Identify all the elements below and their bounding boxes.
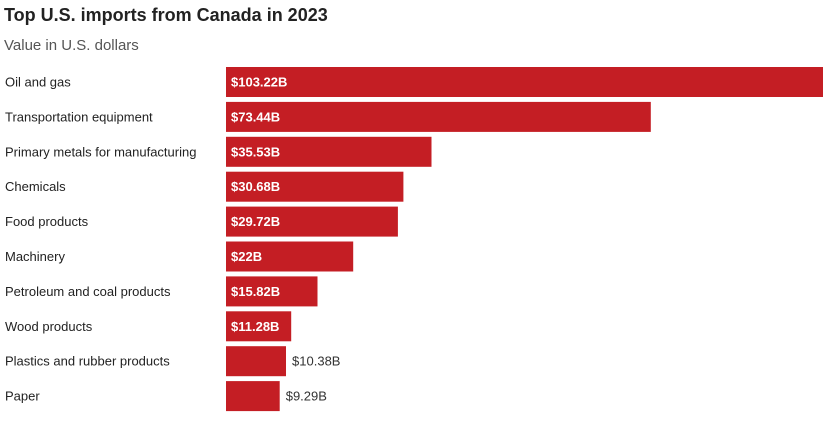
value-label: $10.38B: [292, 354, 340, 369]
bar-row: Oil and gas $103.22B: [5, 67, 823, 97]
bar: [226, 67, 823, 97]
bar-row: Petroleum and coal products $15.82B: [5, 276, 318, 307]
value-label: $35.53B: [231, 144, 280, 159]
bar-row: Machinery $22B: [5, 241, 354, 272]
bar-row: Plastics and rubber products $10.38B: [5, 346, 340, 377]
bar-row: Food products $29.72B: [5, 206, 398, 237]
category-label: Petroleum and coal products: [5, 284, 171, 299]
value-label: $30.68B: [231, 179, 280, 194]
category-label: Plastics and rubber products: [5, 354, 170, 369]
bar: [226, 276, 318, 307]
value-label: $73.44B: [231, 109, 280, 124]
category-label: Oil and gas: [5, 75, 71, 90]
bar: [226, 101, 651, 132]
bar: [226, 346, 286, 377]
bar-row: Paper $9.29B: [5, 381, 327, 412]
value-label: $9.29B: [286, 389, 327, 404]
bar: [226, 381, 280, 412]
value-label: $15.82B: [231, 284, 280, 299]
category-label: Wood products: [5, 319, 93, 334]
bar-row: Chemicals $30.68B: [5, 171, 404, 202]
bar: [226, 136, 432, 167]
value-label: $29.72B: [231, 214, 280, 229]
bar: [226, 171, 404, 202]
category-label: Food products: [5, 214, 89, 229]
category-label: Primary metals for manufacturing: [5, 144, 196, 159]
value-label: $22B: [231, 249, 262, 264]
bar: [226, 241, 354, 272]
chart-title: Top U.S. imports from Canada in 2023: [4, 5, 328, 25]
category-label: Chemicals: [5, 179, 66, 194]
category-label: Paper: [5, 389, 40, 404]
value-label: $11.28B: [231, 319, 279, 334]
category-label: Transportation equipment: [5, 109, 153, 124]
bar-row: Wood products $11.28B: [5, 311, 292, 342]
bar: [226, 311, 292, 342]
bar-row: Primary metals for manufacturing $35.53B: [5, 136, 432, 167]
bar-row: Transportation equipment $73.44B: [5, 101, 651, 132]
bar: [226, 206, 398, 237]
value-label: $103.22B: [231, 75, 287, 90]
chart-subtitle: Value in U.S. dollars: [4, 37, 139, 54]
category-label: Machinery: [5, 249, 65, 264]
